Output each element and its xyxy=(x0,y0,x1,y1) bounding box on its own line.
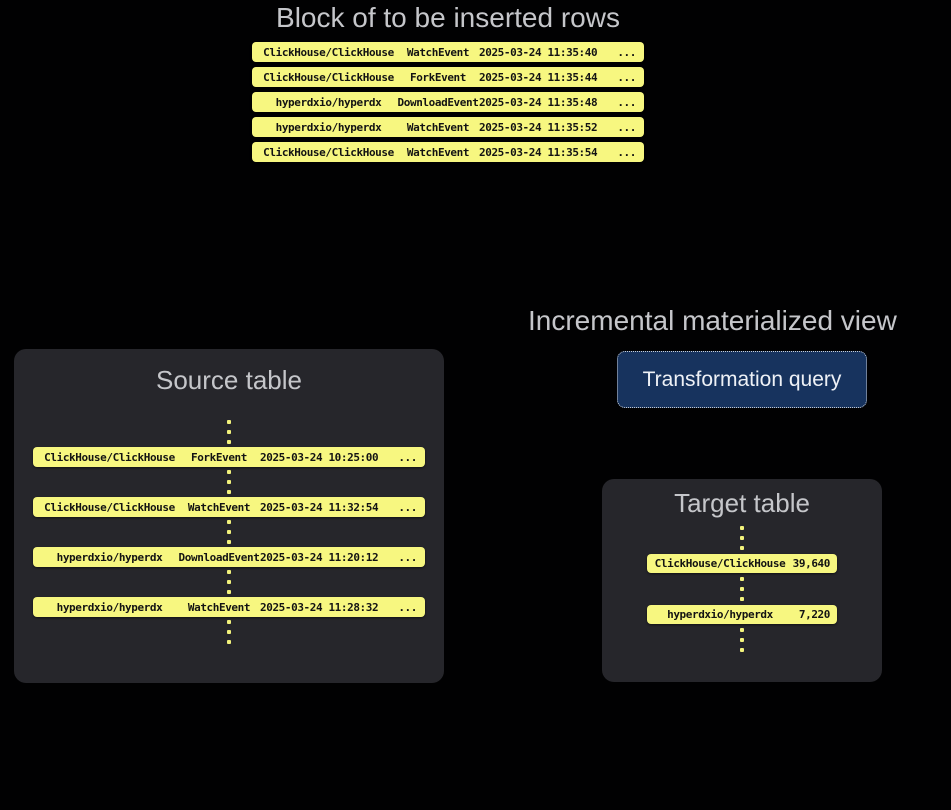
source-table-body: ClickHouse/ClickHouse ForkEvent 2025-03-… xyxy=(14,420,444,644)
table-row: ClickHouse/ClickHouse ForkEvent 2025-03-… xyxy=(252,67,644,87)
event-cell: ForkEvent xyxy=(409,70,466,84)
repo-cell: hyperdxio/hyperdx xyxy=(275,120,382,134)
more-cell: ... xyxy=(617,120,636,134)
repo-cell: ClickHouse/ClickHouse xyxy=(44,450,175,464)
event-cell: WatchEvent xyxy=(187,600,251,614)
repo-cell: ClickHouse/ClickHouse xyxy=(263,70,394,84)
table-row: hyperdxio/hyperdx DownloadEvent 2025-03-… xyxy=(33,547,425,567)
transformation-query-box: Transformation query xyxy=(617,351,867,408)
more-cell: ... xyxy=(617,145,636,159)
count-cell: 39,640 xyxy=(792,557,831,570)
count-cell: 7,220 xyxy=(798,608,831,621)
repo-cell: hyperdxio/hyperdx xyxy=(56,550,163,564)
event-cell: WatchEvent xyxy=(406,145,470,159)
more-cell: ... xyxy=(398,450,417,464)
ellipsis-dots xyxy=(227,570,231,594)
event-cell: WatchEvent xyxy=(406,45,470,59)
repo-cell: hyperdxio/hyperdx xyxy=(275,95,382,109)
repo-cell: ClickHouse/ClickHouse xyxy=(44,500,175,514)
time-cell: 2025-03-24 11:28:32 xyxy=(260,600,379,614)
time-cell: 2025-03-24 11:35:48 xyxy=(479,95,598,109)
ellipsis-dots xyxy=(227,420,231,444)
event-cell: DownloadEvent xyxy=(178,550,260,564)
repo-cell: ClickHouse/ClickHouse xyxy=(654,557,786,570)
time-cell: 2025-03-24 10:25:00 xyxy=(260,450,379,464)
more-cell: ... xyxy=(398,500,417,514)
more-cell: ... xyxy=(617,45,636,59)
event-cell: ForkEvent xyxy=(190,450,247,464)
table-row: ClickHouse/ClickHouse WatchEvent 2025-03… xyxy=(252,142,644,162)
time-cell: 2025-03-24 11:35:40 xyxy=(479,45,598,59)
target-table-panel: Target table ClickHouse/ClickHouse 39,64… xyxy=(602,479,882,682)
time-cell: 2025-03-24 11:35:52 xyxy=(479,120,598,134)
time-cell: 2025-03-24 11:35:44 xyxy=(479,70,598,84)
insert-block-title: Block of to be inserted rows xyxy=(276,2,620,33)
more-cell: ... xyxy=(617,70,636,84)
event-cell: DownloadEvent xyxy=(397,95,479,109)
insert-block-rows: ClickHouse/ClickHouse WatchEvent 2025-03… xyxy=(252,42,644,162)
transformation-query-label: Transformation query xyxy=(642,367,842,391)
event-cell: WatchEvent xyxy=(406,120,470,134)
source-table-title: Source table xyxy=(156,365,302,395)
target-table-title: Target table xyxy=(674,488,810,518)
ellipsis-dots xyxy=(740,577,744,601)
table-row: hyperdxio/hyperdx DownloadEvent 2025-03-… xyxy=(252,92,644,112)
ellipsis-dots xyxy=(740,526,744,550)
ellipsis-dots xyxy=(227,620,231,644)
repo-cell: hyperdxio/hyperdx xyxy=(667,608,773,621)
table-row: hyperdxio/hyperdx WatchEvent 2025-03-24 … xyxy=(33,597,425,617)
ellipsis-dots xyxy=(740,628,744,652)
table-row: hyperdxio/hyperdx WatchEvent 2025-03-24 … xyxy=(252,117,644,137)
more-cell: ... xyxy=(398,550,417,564)
ellipsis-dots xyxy=(227,470,231,494)
table-row: ClickHouse/ClickHouse WatchEvent 2025-03… xyxy=(252,42,644,62)
table-row: hyperdxio/hyperdx 7,220 xyxy=(647,605,837,624)
repo-cell: ClickHouse/ClickHouse xyxy=(263,145,394,159)
time-cell: 2025-03-24 11:35:54 xyxy=(479,145,598,159)
table-row: ClickHouse/ClickHouse ForkEvent 2025-03-… xyxy=(33,447,425,467)
time-cell: 2025-03-24 11:20:12 xyxy=(260,550,379,564)
target-table-body: ClickHouse/ClickHouse 39,640 hyperdxio/h… xyxy=(602,526,882,652)
insert-block: Block of to be inserted rows ClickHouse/… xyxy=(252,2,644,162)
source-table-panel: Source table ClickHouse/ClickHouse ForkE… xyxy=(14,349,444,683)
table-row: ClickHouse/ClickHouse 39,640 xyxy=(647,554,837,573)
repo-cell: hyperdxio/hyperdx xyxy=(56,600,163,614)
event-cell: WatchEvent xyxy=(187,500,251,514)
repo-cell: ClickHouse/ClickHouse xyxy=(263,45,394,59)
ellipsis-dots xyxy=(227,520,231,544)
time-cell: 2025-03-24 11:32:54 xyxy=(260,500,379,514)
more-cell: ... xyxy=(398,600,417,614)
materialized-view-title: Incremental materialized view xyxy=(528,305,897,336)
more-cell: ... xyxy=(617,95,636,109)
table-row: ClickHouse/ClickHouse WatchEvent 2025-03… xyxy=(33,497,425,517)
